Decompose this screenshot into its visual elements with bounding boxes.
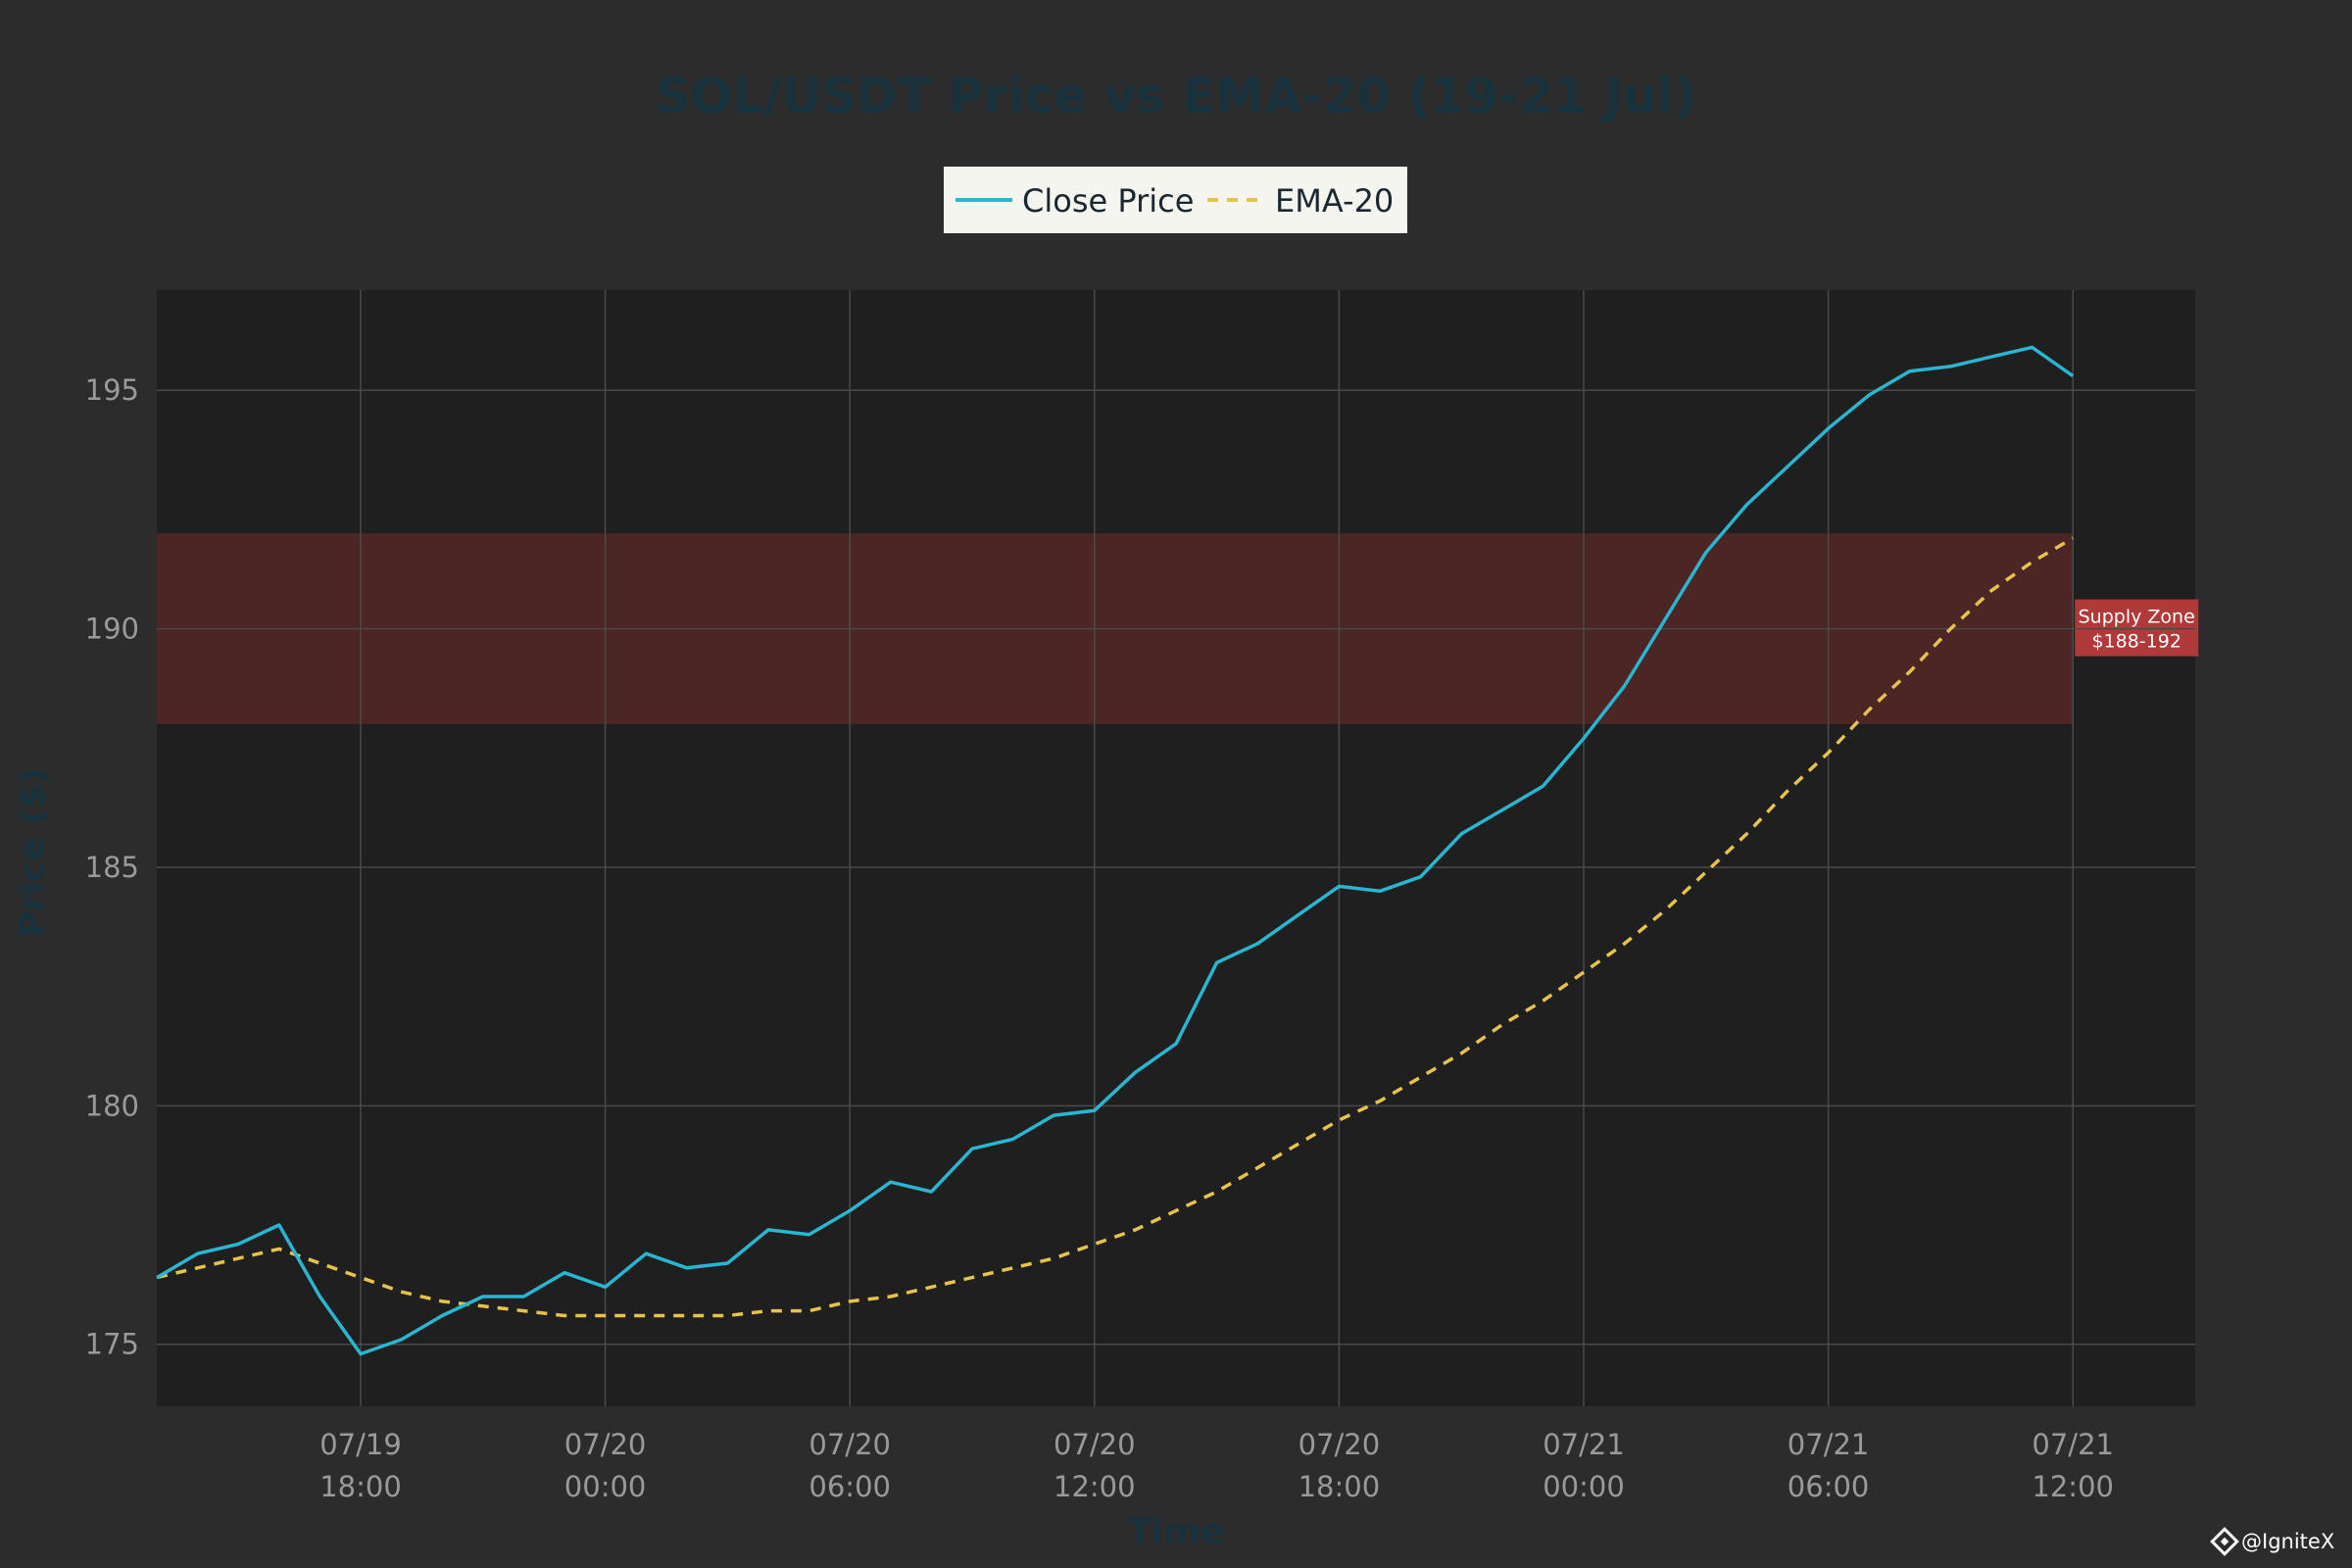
y-tick-label: 185 xyxy=(85,851,139,884)
x-tick-label-date: 07/21 xyxy=(1543,1428,1625,1461)
x-tick-label-time: 00:00 xyxy=(1543,1470,1625,1503)
legend-box xyxy=(944,167,1407,233)
x-tick-label-time: 18:00 xyxy=(319,1470,402,1503)
y-tick-label: 180 xyxy=(85,1089,139,1122)
x-tick-label-date: 07/19 xyxy=(319,1428,402,1461)
x-tick-label-time: 18:00 xyxy=(1298,1470,1381,1503)
y-axis-title: Price ($) xyxy=(13,768,53,938)
close-price-line xyxy=(156,345,2075,1356)
watermark-text: @IgniteX xyxy=(2241,1530,2334,1553)
grid xyxy=(157,290,2195,1406)
plot-area xyxy=(157,290,2195,1406)
y-tick-label: 195 xyxy=(85,373,139,407)
x-tick-label-date: 07/21 xyxy=(2032,1428,2114,1461)
x-axis-title: Time xyxy=(1128,1512,1225,1552)
supply-zone-label-box xyxy=(2075,599,2199,657)
x-tick-label-time: 06:00 xyxy=(1788,1470,1870,1503)
supply-zone-label-range: $188-192 xyxy=(2091,631,2180,653)
logo-icon xyxy=(2210,1527,2239,1556)
x-tick-label-date: 07/21 xyxy=(1788,1428,1870,1461)
x-tick-label-date: 07/20 xyxy=(808,1428,891,1461)
legend-label-close: Close Price xyxy=(1022,182,1194,220)
x-tick-label-time: 12:00 xyxy=(1054,1470,1136,1503)
x-tick-label-date: 07/20 xyxy=(1054,1428,1136,1461)
legend-label-ema: EMA-20 xyxy=(1275,182,1394,220)
x-tick-label-time: 00:00 xyxy=(564,1470,647,1503)
ema-line xyxy=(156,536,2075,1318)
x-tick-label-date: 07/20 xyxy=(564,1428,647,1461)
chart-title: SOL/USDT Price vs EMA-20 (19-21 Jul) xyxy=(656,68,1696,124)
supply-zone-label-title: Supply Zone xyxy=(2079,607,2195,628)
y-tick-label: 175 xyxy=(85,1328,139,1361)
x-tick-label-time: 06:00 xyxy=(808,1470,891,1503)
x-tick-label-time: 12:00 xyxy=(2032,1470,2114,1503)
series-lines xyxy=(156,345,2075,1356)
x-tick-label-date: 07/20 xyxy=(1298,1428,1381,1461)
y-tick-label: 190 xyxy=(85,612,139,646)
axis-ticks: 175 180 185 190 195 07/19 18:00 07/20 00:00 07/20… xyxy=(85,373,2114,1503)
legend: Close Price EMA-20 xyxy=(944,167,1407,233)
watermark: @IgniteX xyxy=(2210,1527,2334,1556)
